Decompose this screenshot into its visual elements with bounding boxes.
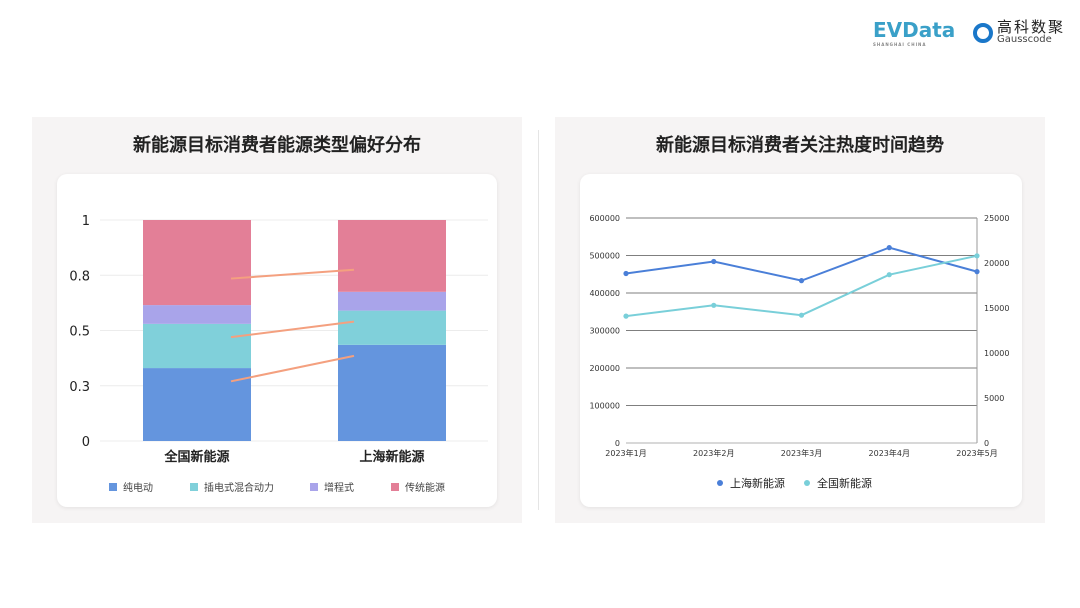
x-tick-label: 2023年1月 [605, 448, 646, 458]
y-right-tick-label: 5000 [984, 394, 1004, 403]
legend-label: 传统能源 [405, 481, 445, 494]
y-left-tick-label: 300000 [589, 327, 620, 336]
bar-segment [143, 323, 251, 369]
y-left-tick-label: 500000 [589, 252, 620, 261]
data-point [974, 269, 980, 275]
data-point [623, 313, 629, 319]
evdata-logo: EVData SHANGHAI CHINA [873, 18, 956, 47]
y-tick-label: 0.5 [69, 325, 90, 340]
data-point [711, 302, 717, 308]
series-line [625, 254, 978, 318]
bar-segment [338, 344, 446, 441]
x-tick-label: 2023年2月 [693, 448, 734, 458]
legend-swatch [109, 483, 117, 491]
bar-segment [143, 220, 251, 306]
data-point [798, 312, 805, 318]
trend-connector [230, 354, 355, 383]
bar-segment [338, 291, 446, 311]
x-tick-label: 全国新能源 [163, 449, 229, 465]
legend-label: 全国新能源 [817, 476, 872, 490]
data-point [974, 253, 980, 259]
data-point [711, 258, 717, 265]
legend-marker [804, 480, 810, 486]
data-point [886, 245, 892, 251]
y-left-tick-label: 0 [615, 439, 620, 448]
bar-segment [143, 305, 251, 324]
y-right-tick-label: 10000 [984, 349, 1009, 358]
bar-segment [338, 220, 446, 292]
legend-marker [717, 480, 723, 486]
x-tick-label: 2023年4月 [869, 448, 910, 458]
bar-segment [338, 310, 446, 345]
data-point [798, 278, 805, 284]
energy-preference-panel: 新能源目标消费者能源类型偏好分布 0 0.3 0.5 0.8 1 全国新能源 上海新能源纯电… [32, 117, 522, 523]
y-left-tick-label: 100000 [589, 402, 620, 411]
divider [538, 130, 539, 510]
trend-connector [230, 320, 355, 339]
y-right-tick-label: 0 [984, 439, 989, 448]
bar-chart-card: 0 0.3 0.5 0.8 1 全国新能源 上海新能源纯电动 插电式混合动力 增程式 传统能源 [57, 174, 497, 507]
x-tick-label: 2023年5月 [956, 448, 997, 458]
series-line [625, 246, 978, 282]
y-left-tick-label: 200000 [589, 364, 620, 373]
y-tick-label: 0.3 [69, 380, 90, 395]
attention-trend-panel: 新能源目标消费者关注热度时间趋势 0 100000 200000 300000 4000… [555, 117, 1045, 523]
legend-swatch [391, 483, 399, 491]
trend-connector [230, 268, 355, 280]
chart-title: 新能源目标消费者能源类型偏好分布 [133, 135, 421, 156]
data-point [886, 272, 892, 278]
legend-label: 纯电动 [123, 481, 153, 494]
legend-label: 插电式混合动力 [204, 481, 274, 494]
y-tick-label: 1 [82, 214, 90, 229]
bar-segment [143, 368, 251, 441]
chart-title: 新能源目标消费者关注热度时间趋势 [656, 135, 944, 156]
y-right-tick-label: 15000 [984, 304, 1009, 313]
y-right-tick-label: 20000 [984, 259, 1009, 268]
y-tick-label: 0.8 [69, 269, 90, 284]
y-left-tick-label: 400000 [589, 289, 620, 298]
data-point [623, 270, 629, 277]
line-chart-card: 0 100000 200000 300000 400000 500000 600000 0 50… [580, 174, 1022, 507]
line-chart: 0 100000 200000 300000 400000 500000 600000 0 50… [589, 214, 1009, 490]
legend-label: 增程式 [324, 481, 354, 494]
y-tick-label: 0 [82, 435, 90, 450]
y-left-tick-label: 600000 [589, 214, 620, 223]
y-right-tick-label: 25000 [984, 214, 1009, 223]
legend-swatch [310, 483, 318, 491]
legend-label: 上海新能源 [730, 476, 785, 490]
gausscode-mark-icon [973, 22, 993, 43]
x-tick-label: 2023年3月 [781, 448, 822, 458]
x-tick-label: 上海新能源 [359, 449, 424, 465]
gausscode-logo: 高科数聚 Gausscode [973, 20, 1065, 45]
legend-swatch [190, 483, 198, 491]
